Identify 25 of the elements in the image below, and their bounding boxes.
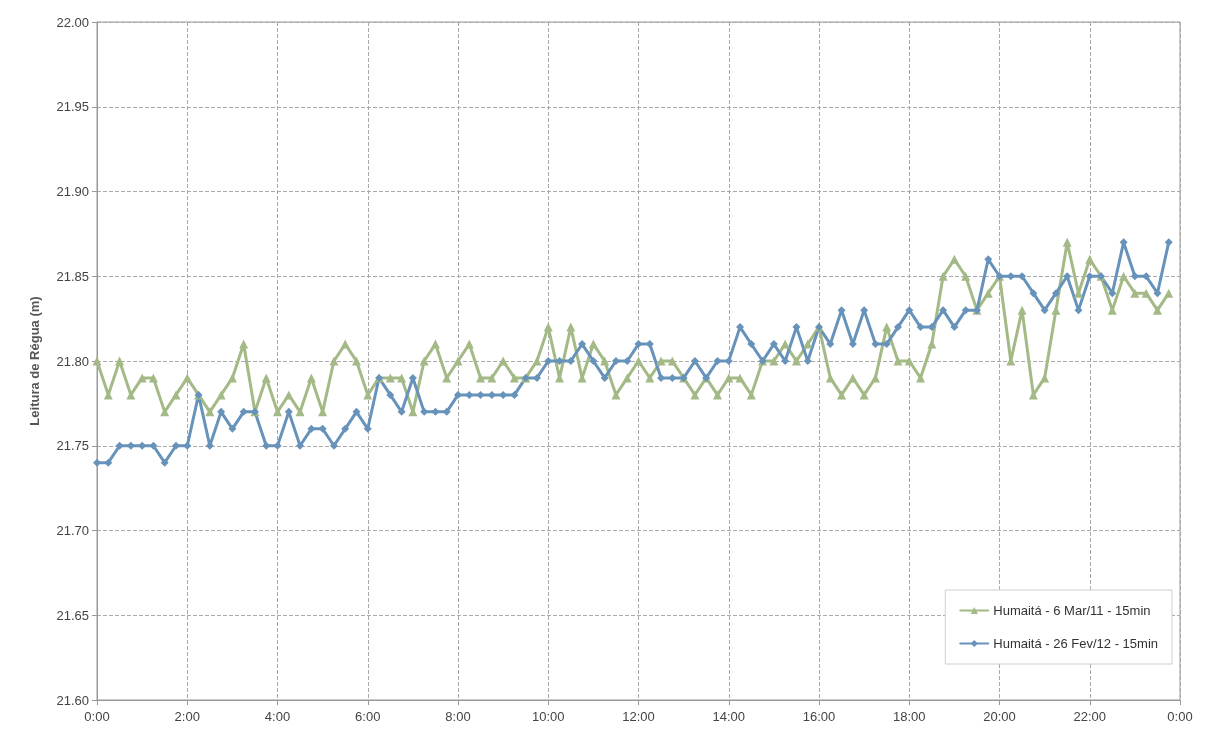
x-tick-label: 12:00 [622,709,655,724]
x-tick-label: 22:00 [1073,709,1107,724]
x-tick-label: 8:00 [445,709,471,724]
x-tick-label: 16:00 [802,709,836,724]
x-tick-label: 18:00 [892,709,926,724]
y-tick-label: 21.90 [56,184,89,199]
y-tick-label: 21.85 [56,268,89,284]
y-axis-title: Leitura de Régua (m) [27,296,42,426]
x-tick-label: 4:00 [264,709,291,724]
x-tick-label: 0:00 [84,709,110,724]
y-tick-label: 21.75 [56,438,89,454]
legend-label: Humaitá - 6 Mar/11 - 15min [993,603,1151,618]
x-tick-label: 10:00 [531,709,565,724]
y-tick-label: 22.00 [56,14,89,30]
legend-label: Humaitá - 26 Fev/12 - 15min [993,636,1158,651]
y-tick-label: 21.95 [56,99,89,115]
x-tick-label: 14:00 [712,709,746,724]
x-tick-label: 20:00 [983,709,1016,724]
x-tick-label: 0:00 [1167,709,1193,724]
y-tick-label: 21.65 [56,607,89,623]
x-tick-label: 2:00 [174,709,200,724]
y-tick-label: 21.60 [56,692,89,708]
y-tick-label: 21.70 [56,523,89,538]
y-tick-label: 21.80 [56,353,89,369]
x-tick-label: 6:00 [355,709,381,724]
